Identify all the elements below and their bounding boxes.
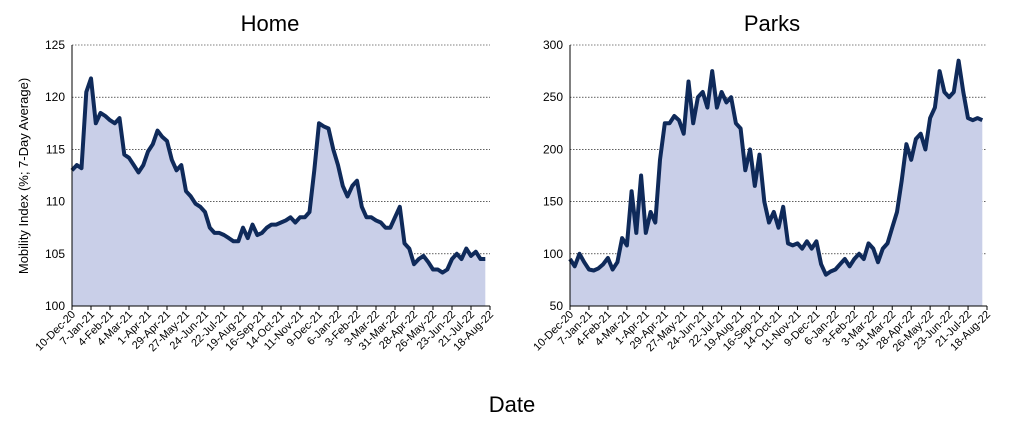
x-axis-label: Date (489, 392, 535, 417)
home-y-tick-label: 115 (46, 142, 65, 156)
home-y-tick-labels: 100 105 110 115 120 125 (45, 38, 65, 313)
parks-y-tick-label: 50 (550, 299, 564, 313)
parks-y-tick-label: 100 (543, 247, 563, 261)
home-series-line (70, 76, 486, 275)
home-chart-panel: Home 100 105 110 115 120 125 10-Dec-207-Jan-2… (33, 11, 496, 354)
home-y-tick-label: 120 (45, 90, 65, 104)
home-area-fill (72, 78, 486, 307)
parks-y-tick-label: 200 (543, 142, 563, 156)
parks-y-tick-label: 300 (543, 38, 563, 52)
parks-area-fill (570, 60, 983, 307)
parks-chart-panel: Parks 50 100 150 200 250 300 10-Dec-207-Jan-2… (531, 11, 993, 354)
parks-y-tick-label: 250 (543, 90, 563, 104)
home-y-tick-label: 105 (45, 247, 65, 261)
home-x-tick-labels: 10-Dec-207-Jan-214-Feb-214-Mar-211-Apr-2… (33, 306, 496, 354)
parks-series-line (568, 58, 984, 277)
y-axis-label: Mobility Index (%; 7-Day Average) (16, 78, 31, 274)
home-y-tick-label: 110 (46, 195, 65, 209)
parks-x-tick-labels: 10-Dec-207-Jan-214-Feb-214-Mar-211-Apr-2… (531, 306, 993, 354)
home-y-tick-label: 100 (45, 299, 65, 313)
home-chart-title: Home (241, 11, 300, 36)
parks-chart-title: Parks (744, 11, 800, 36)
home-y-tick-label: 125 (45, 38, 65, 52)
parks-y-tick-labels: 50 100 150 200 250 300 (543, 38, 563, 313)
parks-y-tick-label: 150 (543, 195, 563, 209)
